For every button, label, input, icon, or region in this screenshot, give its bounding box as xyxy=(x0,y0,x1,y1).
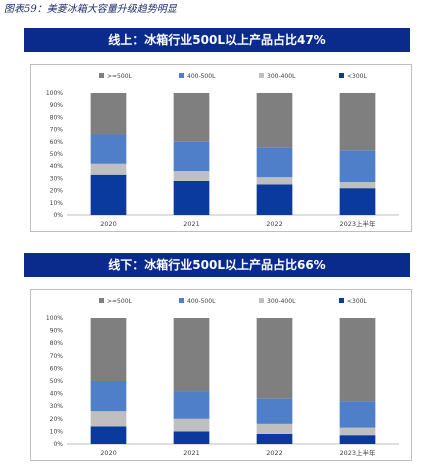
chart-2-legend-item: 300-400L xyxy=(259,298,296,305)
chart-2-container: >=500L 400-500L 300-400L <300L 0% 10% 20% 30% 40… xyxy=(30,289,412,461)
chart-2-legend-item: >=500L xyxy=(99,298,133,305)
chart-2-svg: >=500L 400-500L 300-400L <300L 0% 10% 20% 30% 40… xyxy=(46,298,399,457)
bar-segment xyxy=(90,318,127,381)
bar-segment xyxy=(173,431,210,444)
bar-segment xyxy=(256,147,293,178)
bar-segment xyxy=(256,433,293,444)
x-tick-label: 2021 xyxy=(183,220,200,228)
legend-swatch xyxy=(179,298,184,303)
chart-2-legend-item: 400-500L xyxy=(179,298,216,305)
y-tick-label: 100% xyxy=(46,315,63,322)
legend-label: 400-500L xyxy=(187,298,216,305)
y-tick-label: 0% xyxy=(53,212,63,219)
y-tick-label: 30% xyxy=(50,403,64,410)
bar-segment xyxy=(173,141,210,172)
x-tick-label: 2023上半年 xyxy=(339,219,376,228)
legend-swatch xyxy=(259,73,264,78)
legend-label: <300L xyxy=(347,298,367,305)
chart-1-svg: >=500L 400-500L 300-400L <300L 0% 10% 20% 30% 40… xyxy=(46,73,399,228)
chart-1-legend-item: <300L xyxy=(339,73,367,80)
bar-segment xyxy=(339,401,376,428)
legend-swatch xyxy=(339,298,344,303)
y-tick-label: 60% xyxy=(50,139,64,146)
y-tick-label: 50% xyxy=(50,378,64,385)
x-tick-label: 2020 xyxy=(100,449,117,457)
bar-segment xyxy=(173,93,210,142)
bar-segment xyxy=(90,411,127,427)
y-tick-label: 80% xyxy=(50,114,64,121)
bar-segment xyxy=(90,426,127,444)
y-tick-label: 50% xyxy=(50,151,64,158)
bar-segment xyxy=(173,180,210,215)
bar-segment xyxy=(90,381,127,412)
y-tick-label: 90% xyxy=(50,102,64,109)
bar-segment xyxy=(339,93,376,151)
x-tick-label: 2021 xyxy=(183,449,200,457)
y-tick-label: 40% xyxy=(50,391,64,398)
bar-segment xyxy=(339,427,376,436)
bar-segment xyxy=(256,318,293,399)
x-tick-label: 2022 xyxy=(266,449,283,457)
bar-segment xyxy=(173,318,210,392)
x-tick-label: 2022 xyxy=(266,220,283,228)
y-tick-label: 40% xyxy=(50,163,64,170)
y-tick-label: 60% xyxy=(50,365,64,372)
y-tick-label: 70% xyxy=(50,353,64,360)
chart-1-legend-item: 300-400L xyxy=(259,73,296,80)
y-tick-label: 10% xyxy=(50,428,64,435)
chart-1-container: >=500L 400-500L 300-400L <300L 0% 10% 20% 30% 40… xyxy=(30,64,412,232)
y-tick-label: 100% xyxy=(46,90,63,97)
bar-segment xyxy=(90,163,127,175)
legend-label: <300L xyxy=(347,73,367,80)
y-tick-label: 90% xyxy=(50,328,64,335)
chart-1-title: 线上：冰箱行业500L以上产品占比47% xyxy=(24,28,410,52)
legend-label: 400-500L xyxy=(187,73,216,80)
y-tick-label: 20% xyxy=(50,188,64,195)
bar-segment xyxy=(173,418,210,432)
legend-label: 300-400L xyxy=(267,298,296,305)
bar-segment xyxy=(90,134,127,164)
chart-1-legend-item: 400-500L xyxy=(179,73,216,80)
y-tick-label: 10% xyxy=(50,200,64,207)
legend-swatch xyxy=(339,73,344,78)
bar-segment xyxy=(339,182,376,189)
bar-segment xyxy=(339,150,376,183)
y-tick-label: 30% xyxy=(50,175,64,182)
y-tick-label: 0% xyxy=(53,441,63,448)
legend-swatch xyxy=(259,298,264,303)
legend-label: >=500L xyxy=(107,73,133,80)
bar-segment xyxy=(256,93,293,148)
y-tick-label: 80% xyxy=(50,340,64,347)
legend-label: >=500L xyxy=(107,298,133,305)
bar-segment xyxy=(256,184,293,215)
bar-segment xyxy=(256,177,293,185)
legend-label: 300-400L xyxy=(267,73,296,80)
bar-segment xyxy=(256,423,293,434)
x-tick-label: 2020 xyxy=(100,220,117,228)
bar-segment xyxy=(173,171,210,181)
y-tick-label: 70% xyxy=(50,127,64,134)
figure-caption: 图表59：美菱冰箱大容量升级趋势明显 xyxy=(4,4,177,15)
chart-1-legend-item: >=500L xyxy=(99,73,133,80)
legend-swatch xyxy=(99,298,104,303)
legend-swatch xyxy=(179,73,184,78)
chart-2-title: 线下：冰箱行业500L以上产品占比66% xyxy=(24,253,410,277)
y-tick-label: 20% xyxy=(50,416,64,423)
bar-segment xyxy=(173,391,210,419)
bar-segment xyxy=(339,435,376,444)
x-tick-label: 2023上半年 xyxy=(339,448,376,457)
legend-swatch xyxy=(99,73,104,78)
bar-segment xyxy=(90,174,127,215)
bar-segment xyxy=(339,318,376,402)
bar-segment xyxy=(339,188,376,215)
chart-2-legend-item: <300L xyxy=(339,298,367,305)
bar-segment xyxy=(256,398,293,424)
bar-segment xyxy=(90,93,127,135)
